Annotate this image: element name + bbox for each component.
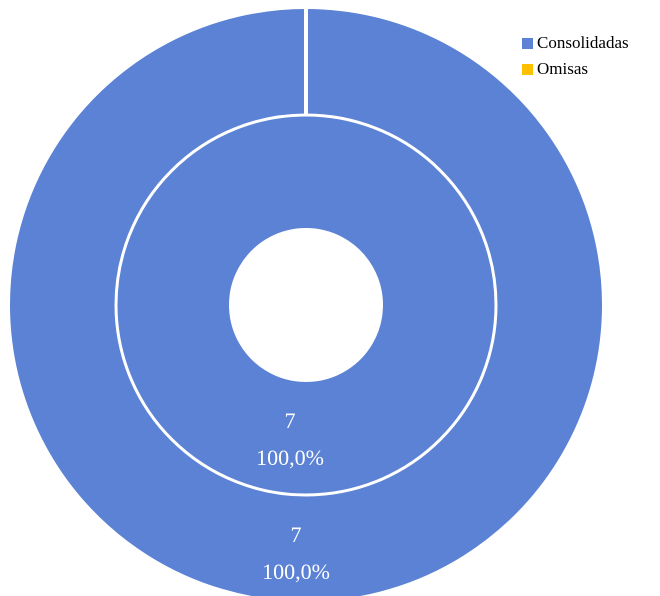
legend-swatch-omisas [522,63,533,75]
ring-0-slice-consolidadas [116,115,496,495]
ring-1-percent-label: 100,0% [262,559,330,584]
chart-legend: Consolidadas Omisas [522,30,629,82]
legend-item-omisas: Omisas [522,56,629,82]
ring-0-value-label: 7 [285,408,296,433]
legend-swatch-consolidadas [522,37,533,49]
legend-label-consolidadas: Consolidadas [537,33,629,52]
legend-label-omisas: Omisas [537,59,588,78]
ring-1-slice-consolidadas [10,8,602,596]
ring-1-value-label: 7 [291,522,302,547]
ring-0-percent-label: 100,0% [256,445,324,470]
legend-item-consolidadas: Consolidadas [522,30,629,56]
